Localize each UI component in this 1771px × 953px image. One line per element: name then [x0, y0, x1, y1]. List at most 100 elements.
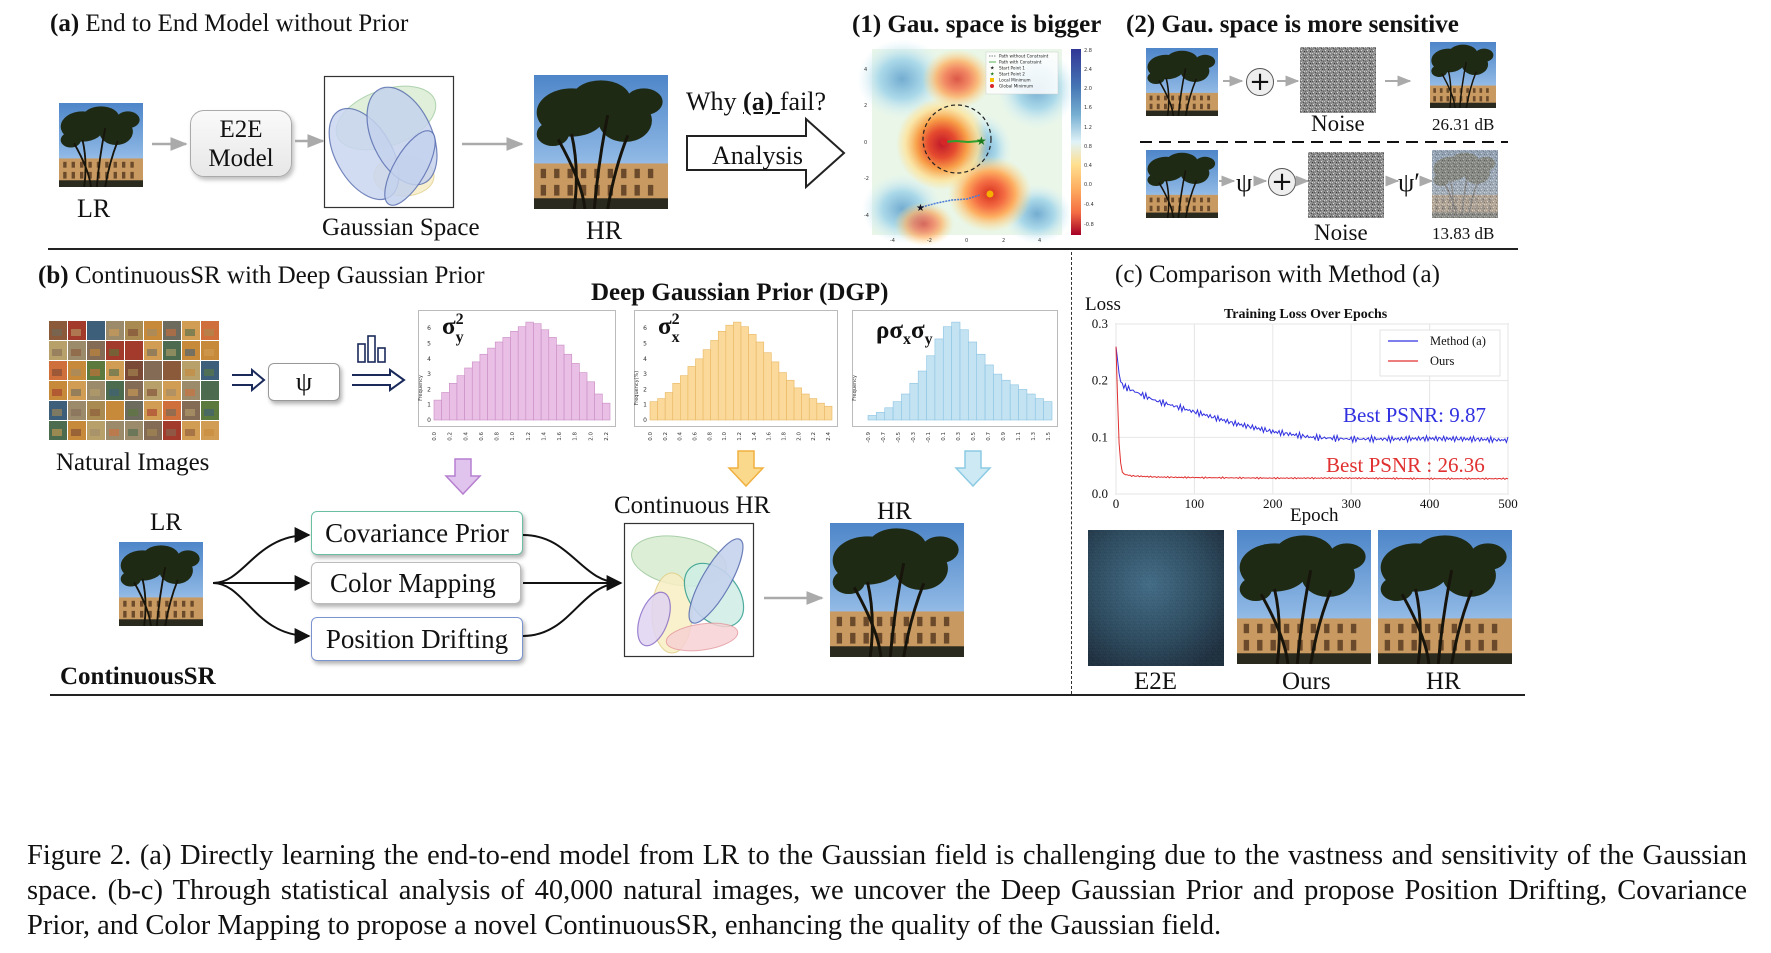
cbar-tick: 1.2 — [1084, 125, 1092, 131]
down-arrow-blue — [954, 450, 992, 488]
hr-image-a — [534, 75, 668, 209]
hist-ylabel: Frequency — [418, 375, 424, 401]
panel-c-title: (c) Comparison with Method (a) — [1115, 261, 1440, 288]
color-mapping-box: Color Mapping — [311, 562, 521, 604]
hist-xtick: 1.1 — [1016, 432, 1022, 441]
separator-top — [48, 248, 1518, 250]
hist-bar — [976, 353, 986, 421]
figure-caption: Figure 2. (a) Directly learning the end-… — [27, 840, 1747, 941]
loss-chart-title: Training Loss Over Epochs — [1224, 307, 1388, 322]
hist-bar — [917, 370, 927, 421]
plus-circle-2: + — [1268, 168, 1296, 196]
panel-a-title: (a) End to End Model without Prior — [50, 10, 409, 37]
hist-xtick: 2.0 — [588, 432, 594, 441]
plus-circle-1: + — [1246, 68, 1274, 96]
hist-bar — [563, 353, 573, 421]
covariance-prior-box: Covariance Prior — [311, 511, 523, 555]
hist-bar — [602, 402, 611, 421]
legend-label-a: Method (a) — [1430, 334, 1486, 348]
cbar-tick: 2.4 — [1084, 67, 1092, 73]
ours-result-image — [1237, 530, 1371, 664]
hist-xtick: 0.4 — [463, 432, 469, 441]
double-arrow-2 — [352, 368, 406, 392]
contour-axes-ticks: 4 2 0 -2 -4 -4 -2 0 2 4 — [864, 67, 1041, 244]
hist-ytick: 2 — [427, 386, 431, 393]
loss-series-line — [1115, 346, 1509, 445]
row-divider — [1140, 141, 1508, 143]
loss-series-line — [1115, 346, 1509, 481]
arrow-row2-b — [1253, 175, 1268, 187]
contour-xtick: 4 — [1038, 238, 1041, 244]
noise-label-1: Noise — [1311, 111, 1365, 136]
hist-bar — [510, 330, 519, 421]
hist-bar — [1001, 379, 1011, 421]
hist-bar — [471, 361, 481, 421]
hist-xtick: 0.9 — [1001, 432, 1007, 441]
lr-label-b: LR — [150, 509, 182, 536]
separator-bottom — [50, 694, 1525, 696]
hist-bar — [525, 321, 534, 421]
clean-image-2 — [1146, 150, 1218, 218]
hist-bar — [959, 329, 969, 421]
hist-bar — [433, 399, 442, 421]
hist-ytick: 0 — [643, 417, 647, 424]
hist-bar — [892, 401, 902, 421]
hist-ytick: 3 — [643, 371, 647, 378]
analysis-arrow — [686, 116, 846, 190]
loss-ytick: 0.0 — [1092, 486, 1108, 501]
hist-xtick: -0.3 — [911, 432, 917, 443]
contour-ytick: 4 — [864, 67, 867, 73]
hist-xtick: -0.5 — [896, 432, 902, 443]
hist-xtick: -0.9 — [866, 432, 872, 443]
hist-bar — [1043, 401, 1053, 421]
clean-image-1 — [1146, 48, 1218, 116]
cbar-tick: 0.4 — [1084, 163, 1092, 169]
hist-xtick: 2.2 — [604, 432, 610, 441]
hist-bar — [672, 382, 681, 421]
why-fail-text: Why (a) fail? — [686, 87, 827, 116]
hist-bar — [740, 326, 749, 421]
hist-xtick: 1.8 — [573, 432, 579, 441]
loss-ytick: 0.3 — [1092, 316, 1108, 331]
hist-xtick: 0.7 — [986, 432, 992, 441]
cbar-tick: 0.8 — [1084, 144, 1092, 150]
hist-bar — [942, 326, 952, 421]
result-image-2 — [1432, 150, 1498, 218]
continuoussr-label: ContinuousSR — [60, 663, 216, 690]
dgp-title: Deep Gaussian Prior (DGP) — [591, 279, 889, 306]
loss-xtick: 100 — [1185, 496, 1205, 511]
hist-bar — [926, 355, 936, 421]
hist-xtick: 0.4 — [678, 432, 684, 441]
hist-bar — [808, 398, 818, 421]
hist-bar — [816, 402, 825, 421]
contour-xtick: -2 — [927, 238, 932, 244]
arrow-row2-c — [1295, 175, 1310, 187]
hist-xtick: 1.0 — [510, 432, 516, 441]
down-arrow-orange — [727, 450, 765, 488]
hist-xtick: 1.5 — [1046, 432, 1052, 441]
hist-bar — [594, 393, 603, 421]
down-arrow-purple — [444, 458, 482, 496]
cbar-tick: 0.0 — [1084, 182, 1092, 188]
hist-bar — [801, 393, 810, 421]
best-psnr-a: Best PSNR: 9.87 — [1343, 403, 1486, 427]
e2e-line-1: E2E — [219, 116, 263, 143]
hist-xtick: 2.4 — [826, 432, 832, 441]
merge-arrows — [522, 534, 623, 637]
loss-ytick: 0.1 — [1092, 429, 1108, 444]
svg-text:★: ★ — [990, 66, 995, 72]
arrow-gauss-hr — [462, 137, 524, 151]
hist-ylabel: Frequency(%) — [634, 371, 640, 406]
hist-bar — [479, 353, 488, 421]
noise-label-2: Noise — [1314, 220, 1368, 245]
legend-path-constraint: Path with Constraint — [999, 60, 1042, 65]
hist-xtick: 0.0 — [432, 432, 438, 441]
hist-bar — [1009, 384, 1019, 421]
arrow-row1-a — [1223, 75, 1244, 87]
hist-bar — [487, 347, 496, 421]
natural-images-label: Natural Images — [56, 449, 210, 476]
psi-row2: ψ — [1236, 168, 1253, 197]
hist-ytick: 5 — [643, 341, 647, 348]
hist-bar — [993, 373, 1003, 421]
